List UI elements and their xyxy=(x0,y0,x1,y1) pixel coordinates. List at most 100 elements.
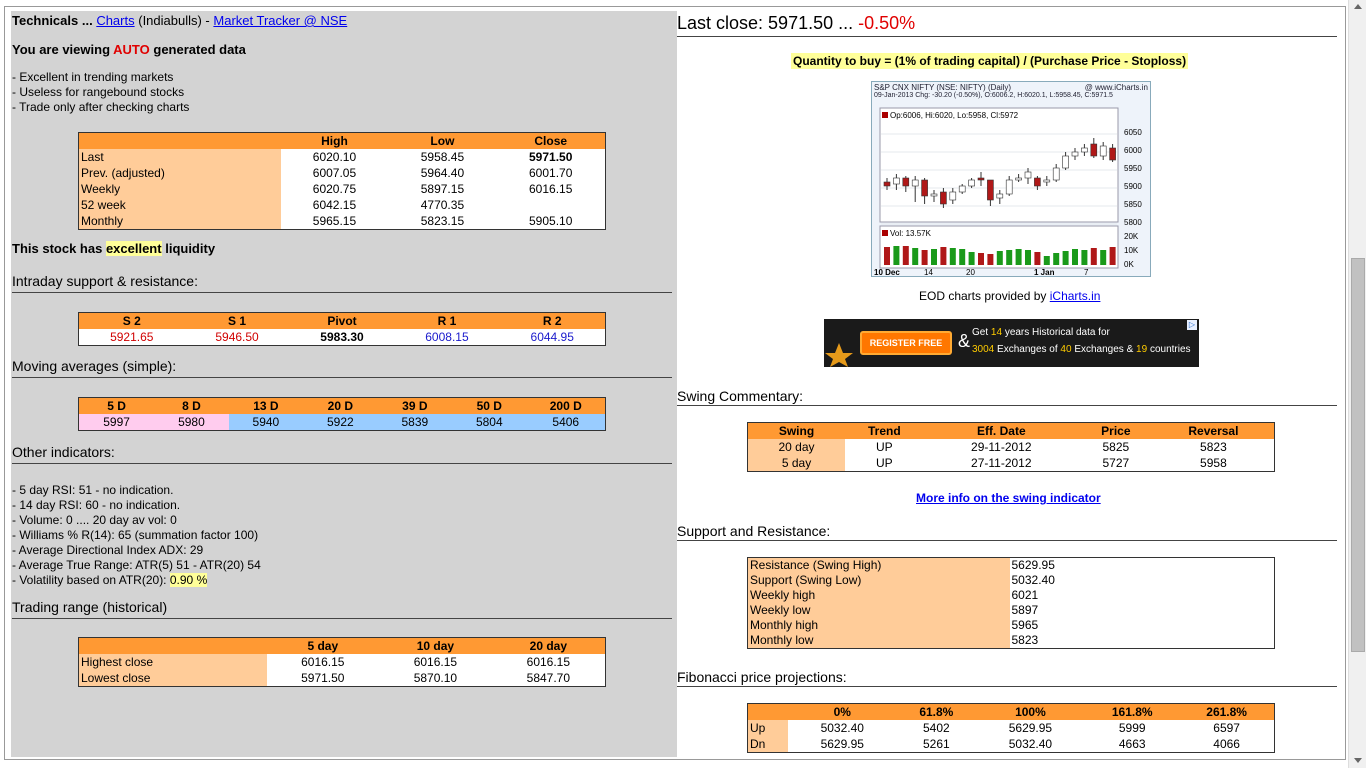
divider xyxy=(12,377,672,378)
col-header: Close xyxy=(496,132,606,149)
ad-number: 19 xyxy=(1136,344,1148,355)
candle xyxy=(1024,171,1032,179)
volume-bar xyxy=(1034,252,1041,265)
row-label: Monthly low xyxy=(747,633,1010,649)
row-label: Monthly xyxy=(78,213,281,230)
row-label: Last xyxy=(78,149,281,165)
cell: 5402 xyxy=(922,721,950,735)
scroll-thumb[interactable] xyxy=(1351,258,1365,652)
nifty-chart[interactable]: S&P CNX NIFTY (NSE: NIFTY) (Daily) @ www… xyxy=(871,81,1151,277)
col-header: 20 D xyxy=(303,397,378,414)
header-line: Technicals ... Charts (Indiabulls) - Mar… xyxy=(12,13,347,28)
candle xyxy=(958,185,966,193)
table-row: Resistance (Swing High) 5629.95 xyxy=(747,557,1275,573)
liquidity-prefix: This stock has xyxy=(12,241,103,256)
price-tick: 5850 xyxy=(1124,200,1142,209)
col-header: 200 D xyxy=(526,397,606,414)
scroll-up-icon[interactable] xyxy=(1354,4,1362,9)
cell: 6042.15 xyxy=(312,198,357,212)
volume-bar xyxy=(902,246,909,265)
candle xyxy=(930,193,938,197)
candle xyxy=(940,191,947,205)
vol-tick: 20K xyxy=(1124,232,1139,241)
ma-value: 5997 xyxy=(78,414,155,431)
register-free-button[interactable]: REGISTER FREE xyxy=(860,331,952,355)
vol-tick: 10K xyxy=(1124,246,1139,255)
viewing-suffix: generated data xyxy=(153,42,246,57)
col-header: Reversal xyxy=(1152,422,1275,439)
charts-link[interactable]: Charts xyxy=(96,13,135,28)
cell: 5629.95 xyxy=(1011,558,1055,572)
price-tick: 5900 xyxy=(1124,182,1142,191)
candle xyxy=(1052,167,1060,181)
eod-line: EOD charts provided by iCharts.in xyxy=(919,289,1100,303)
col-header: 5 day xyxy=(266,637,380,654)
cell: 6016.15 xyxy=(529,182,573,196)
legend-swatch-icon xyxy=(882,112,888,118)
cell: 6007.05 xyxy=(312,166,357,180)
header-blank xyxy=(78,132,281,149)
volume-bar xyxy=(996,251,1003,265)
cell: 5823 xyxy=(1011,633,1039,647)
divider xyxy=(677,540,1337,541)
col-header: 61.8% xyxy=(897,703,976,720)
ad-banner[interactable]: REGISTER FREE & Get 14 years Historical … xyxy=(824,319,1199,367)
col-header: 261.8% xyxy=(1179,703,1275,720)
cell: 6020.10 xyxy=(312,150,357,164)
table-row: 52 week 6042.15 4770.35 xyxy=(78,197,606,213)
x-tick: 10 Dec xyxy=(874,268,900,277)
candle xyxy=(968,179,975,187)
divider xyxy=(12,292,672,293)
ma-value: 5839 xyxy=(377,414,453,431)
indicator-item: - Average True Range: ATR(5) 51 - ATR(20… xyxy=(12,558,261,572)
vol-text: Vol: 13.57K xyxy=(890,229,931,238)
adchoices-icon[interactable]: ▷ xyxy=(1187,320,1197,330)
vol-legend: Vol: 13.57K xyxy=(882,229,931,238)
fib-table: 0% 61.8% 100% 161.8% 261.8% Up 5032.40 5… xyxy=(747,703,1275,753)
cell: 5905.10 xyxy=(529,214,573,228)
swing-info-link[interactable]: More info on the swing indicator xyxy=(916,491,1101,505)
ohlc-text: Op:6006, Hi:6020, Lo:5958, Cl:5972 xyxy=(890,111,1019,120)
cell: 5971.50 xyxy=(301,671,345,685)
volume-bar xyxy=(978,253,984,265)
trading-range-table: 5 day 10 day 20 day Highest close 6016.1… xyxy=(78,637,606,687)
volume-bar xyxy=(1015,249,1022,265)
chart-svg xyxy=(879,107,1119,269)
cell: 5823 xyxy=(1200,440,1227,454)
cell: 5958.45 xyxy=(420,150,465,164)
market-tracker-link[interactable]: Market Tracker @ NSE xyxy=(213,13,348,28)
table-row: Lowest close 5971.50 5870.10 5847.70 xyxy=(78,670,606,687)
divider xyxy=(677,686,1337,687)
volume-bar xyxy=(1053,253,1060,265)
volume-bar xyxy=(1100,250,1107,265)
cell: 5971.50 xyxy=(529,150,573,164)
volume-bar xyxy=(1062,251,1069,265)
last-close: Last close: 5971.50 ... -0.50% xyxy=(677,13,915,34)
cell: 5825 xyxy=(1102,440,1130,454)
candle xyxy=(1015,177,1022,181)
cell: 5727 xyxy=(1102,456,1130,470)
s1-value: 5946.50 xyxy=(215,330,259,344)
ad-text: years Historical data for xyxy=(1004,327,1110,338)
cell: 6016.15 xyxy=(526,655,571,669)
ad-number: 40 xyxy=(1060,344,1072,355)
scroll-down-icon[interactable] xyxy=(1354,758,1362,763)
row-label: Weekly xyxy=(78,181,281,197)
icharts-link[interactable]: iCharts.in xyxy=(1049,289,1101,303)
cell: 5897.15 xyxy=(420,182,465,196)
cell: 6020.75 xyxy=(312,182,357,196)
indicator-item: - Average Directional Index ADX: 29 xyxy=(12,543,204,557)
table-row: 5 day UP 27-11-2012 5727 5958 xyxy=(747,455,1275,472)
col-header: 161.8% xyxy=(1085,703,1180,720)
price-panel xyxy=(879,107,1119,223)
col-header: 8 D xyxy=(154,397,229,414)
vertical-scrollbar[interactable] xyxy=(1348,0,1366,768)
candle xyxy=(949,191,957,201)
volume-bar xyxy=(1043,256,1050,265)
candle xyxy=(987,179,994,201)
candle xyxy=(1090,143,1098,157)
price-grid xyxy=(881,133,1117,225)
r2-value: 6044.95 xyxy=(530,330,574,344)
note-item: - Trade only after checking charts xyxy=(12,100,190,114)
indicator-item: - 14 day RSI: 60 - no indication. xyxy=(12,498,181,512)
